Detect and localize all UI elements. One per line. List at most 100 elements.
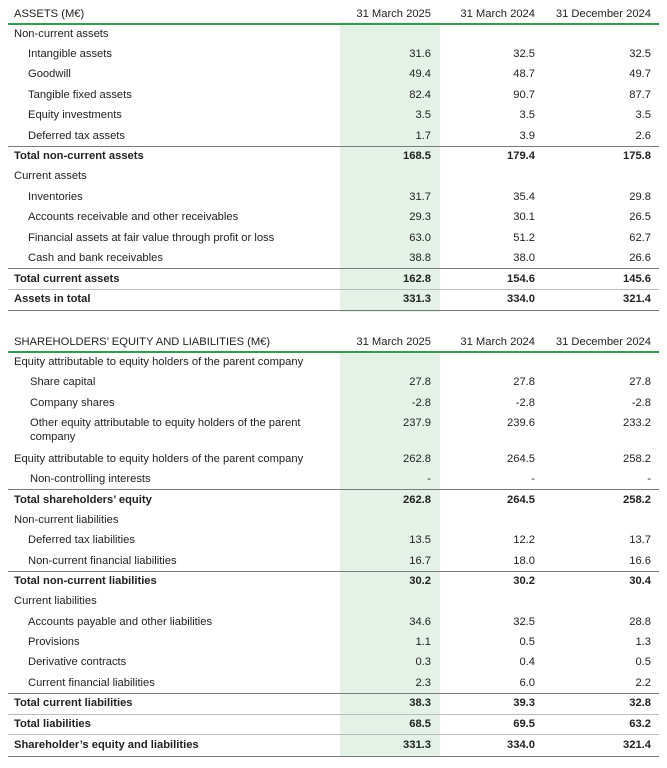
value-mar-2025: 27.8 bbox=[409, 376, 431, 388]
value-dec-2024: 13.7 bbox=[629, 534, 651, 546]
section-heading: Non-current liabilities bbox=[8, 510, 659, 530]
equity-liabilities-table: SHAREHOLDERS’ EQUITY AND LIABILITIES (M€… bbox=[8, 330, 659, 760]
value-dec-2024: 2.2 bbox=[635, 677, 651, 689]
value-mar-2025: 331.3 bbox=[403, 293, 431, 305]
table-row: Goodwill 49.4 48.7 49.7 bbox=[8, 64, 659, 84]
value-mar-2025: 237.9 bbox=[403, 417, 431, 429]
row-label: Non-current financial liabilities bbox=[28, 555, 177, 567]
assets-table: ASSETS (M€) 31 March 2025 31 March 2024 … bbox=[8, 0, 659, 314]
value-dec-2024: 29.8 bbox=[629, 191, 651, 203]
section-heading: Current assets bbox=[8, 166, 659, 186]
table-row: Non-controlling interests - - - bbox=[8, 469, 659, 489]
value-mar-2024: 264.5 bbox=[507, 453, 535, 465]
value-dec-2024: 2.6 bbox=[635, 130, 651, 142]
row-label: Total shareholders’ equity bbox=[14, 494, 152, 506]
table-row: Current financial liabilities 2.3 6.0 2.… bbox=[8, 673, 659, 693]
value-mar-2024: -2.8 bbox=[515, 397, 535, 409]
row-label: Equity attributable to equity holders of… bbox=[14, 453, 304, 465]
value-dec-2024: 145.6 bbox=[623, 273, 651, 285]
row-label: Current financial liabilities bbox=[28, 677, 155, 689]
total-row: Total current assets 162.8 154.6 145.6 bbox=[8, 269, 659, 289]
table-row: Deferred tax assets 1.7 3.9 2.6 bbox=[8, 126, 659, 146]
value-mar-2024: 38.0 bbox=[513, 252, 535, 264]
row-label: Accounts payable and other liabilities bbox=[28, 616, 213, 628]
table-row: Other equity attributable to equity hold… bbox=[8, 413, 659, 449]
col-header-mar-2024: 31 March 2024 bbox=[460, 336, 535, 348]
row-label: Share capital bbox=[30, 376, 96, 388]
value-mar-2025: 162.8 bbox=[403, 273, 431, 285]
table-row: Share capital 27.8 27.8 27.8 bbox=[8, 372, 659, 392]
value-mar-2024: 3.9 bbox=[519, 130, 535, 142]
row-label: Total liabilities bbox=[14, 718, 91, 730]
value-mar-2025: 31.7 bbox=[409, 191, 431, 203]
liabilities-title: SHAREHOLDERS’ EQUITY AND LIABILITIES (M€… bbox=[14, 336, 271, 348]
value-dec-2024: 49.7 bbox=[629, 68, 651, 80]
value-dec-2024: 32.5 bbox=[629, 48, 651, 60]
total-row: Total non-current assets 168.5 179.4 175… bbox=[8, 146, 659, 166]
value-dec-2024: 87.7 bbox=[629, 89, 651, 101]
value-mar-2024: 90.7 bbox=[513, 89, 535, 101]
row-label: Current liabilities bbox=[14, 595, 97, 607]
value-mar-2025: 262.8 bbox=[403, 494, 431, 506]
row-label: Other equity attributable to equity hold… bbox=[30, 417, 301, 443]
current-period-highlight bbox=[340, 22, 440, 312]
col-header-mar-2025: 31 March 2025 bbox=[356, 336, 431, 348]
table-row: Financial assets at fair value through p… bbox=[8, 228, 659, 248]
row-divider bbox=[8, 571, 659, 572]
value-mar-2025: 49.4 bbox=[409, 68, 431, 80]
value-mar-2024: 27.8 bbox=[513, 376, 535, 388]
table-row: Equity attributable to equity holders of… bbox=[8, 449, 659, 469]
value-mar-2024: 32.5 bbox=[513, 48, 535, 60]
table-row: Provisions 1.1 0.5 1.3 bbox=[8, 632, 659, 652]
row-label: Cash and bank receivables bbox=[28, 252, 163, 264]
value-dec-2024: 321.4 bbox=[623, 293, 651, 305]
row-label: Company shares bbox=[30, 397, 115, 409]
value-mar-2025: 2.3 bbox=[415, 677, 431, 689]
total-row: Shareholder’s equity and liabilities 331… bbox=[8, 735, 659, 755]
row-label: Deferred tax assets bbox=[28, 130, 126, 142]
row-label: Non-controlling interests bbox=[30, 473, 151, 485]
value-mar-2024: 30.1 bbox=[513, 211, 535, 223]
value-mar-2025: 34.6 bbox=[409, 616, 431, 628]
value-mar-2024: - bbox=[531, 473, 535, 485]
value-mar-2025: 1.1 bbox=[415, 636, 431, 648]
value-mar-2025: 38.8 bbox=[409, 252, 431, 264]
value-mar-2024: 154.6 bbox=[507, 273, 535, 285]
col-header-dec-2024: 31 December 2024 bbox=[555, 8, 651, 20]
value-dec-2024: 233.2 bbox=[623, 417, 651, 429]
row-label: Tangible fixed assets bbox=[28, 89, 132, 101]
row-label: Non-current assets bbox=[14, 28, 109, 40]
value-mar-2025: 63.0 bbox=[409, 232, 431, 244]
value-mar-2025: 13.5 bbox=[409, 534, 431, 546]
row-label: Equity attributable to equity holders of… bbox=[14, 356, 304, 368]
row-label: Total current liabilities bbox=[14, 697, 133, 709]
value-dec-2024: 321.4 bbox=[623, 739, 651, 751]
value-mar-2024: 239.6 bbox=[507, 417, 535, 429]
value-dec-2024: 32.8 bbox=[629, 697, 651, 709]
total-row: Total current liabilities 38.3 39.3 32.8 bbox=[8, 693, 659, 713]
table-row: Accounts payable and other liabilities 3… bbox=[8, 612, 659, 632]
col-header-dec-2024: 31 December 2024 bbox=[555, 336, 651, 348]
assets-header-row: ASSETS (M€) 31 March 2025 31 March 2024 … bbox=[8, 4, 659, 24]
row-divider bbox=[8, 714, 659, 715]
col-header-mar-2025: 31 March 2025 bbox=[356, 8, 431, 20]
row-label: Inventories bbox=[28, 191, 83, 203]
value-mar-2025: 16.7 bbox=[409, 555, 431, 567]
value-mar-2024: 18.0 bbox=[513, 555, 535, 567]
value-dec-2024: 0.5 bbox=[635, 656, 651, 668]
table-row: Deferred tax liabilities 13.5 12.2 13.7 bbox=[8, 530, 659, 550]
row-label: Shareholder’s equity and liabilities bbox=[14, 739, 199, 751]
section-heading: Equity attributable to equity holders of… bbox=[8, 352, 659, 372]
table-bottom-border bbox=[8, 310, 659, 311]
value-dec-2024: 3.5 bbox=[635, 109, 651, 121]
value-dec-2024: 28.8 bbox=[629, 616, 651, 628]
value-dec-2024: - bbox=[647, 473, 651, 485]
col-header-mar-2024: 31 March 2024 bbox=[460, 8, 535, 20]
value-dec-2024: 175.8 bbox=[623, 150, 651, 162]
row-label: Total non-current assets bbox=[14, 150, 144, 162]
row-label: Deferred tax liabilities bbox=[28, 534, 135, 546]
value-mar-2024: 32.5 bbox=[513, 616, 535, 628]
row-label: Financial assets at fair value through p… bbox=[28, 232, 275, 244]
row-label: Current assets bbox=[14, 170, 87, 182]
value-dec-2024: -2.8 bbox=[631, 397, 651, 409]
